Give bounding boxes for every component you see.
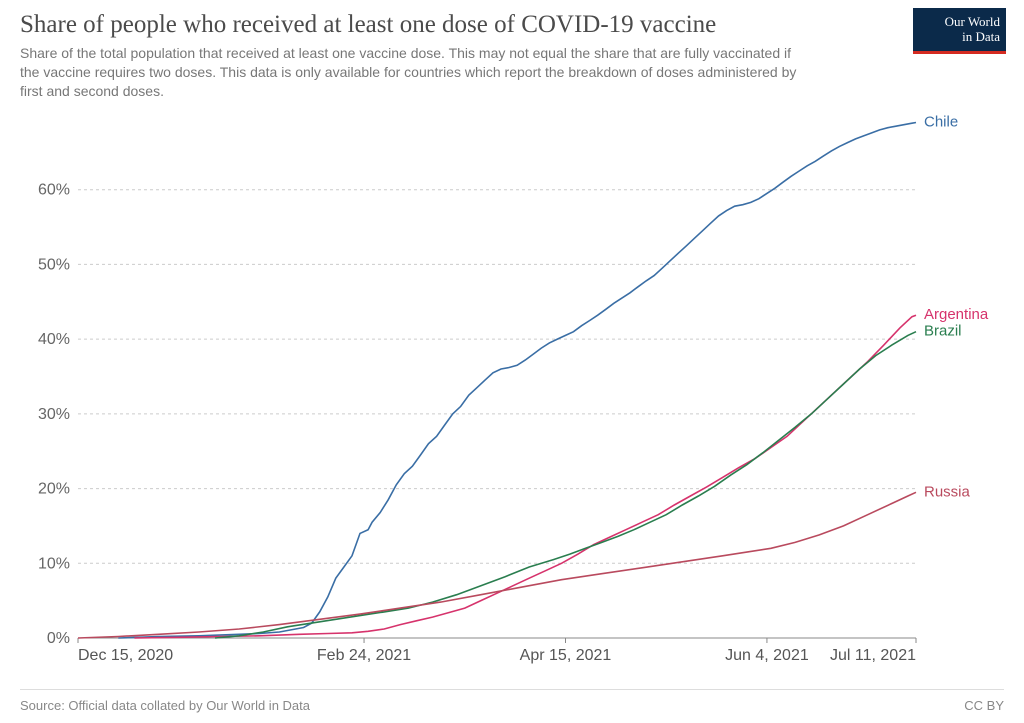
y-tick-label: 60% [38, 182, 70, 199]
owid-logo: Our World in Data [913, 8, 1006, 54]
logo-line-2: in Data [962, 30, 1000, 44]
series-line-russia [78, 492, 916, 638]
y-tick-label: 50% [38, 256, 70, 273]
chart-header: Share of people who received at least on… [0, 0, 1024, 107]
series-label-argentina: Argentina [924, 306, 989, 323]
y-tick-label: 0% [47, 630, 70, 647]
y-tick-label: 20% [38, 481, 70, 498]
line-chart-svg: 0% 10% 20% 30% 40% 50% 60% Dec 15, 2020 Feb 24, … [20, 110, 1006, 668]
chart-area: 0% 10% 20% 30% 40% 50% 60% Dec 15, 2020 Feb 24, … [20, 110, 1006, 668]
chart-footer: Source: Official data collated by Our Wo… [20, 689, 1004, 713]
series-label-chile: Chile [924, 113, 958, 130]
chart-subtitle: Share of the total population that recei… [20, 44, 800, 101]
y-tick-label: 10% [38, 555, 70, 572]
logo-line-1: Our World [945, 15, 1000, 29]
x-tick-label: Jun 4, 2021 [725, 647, 809, 664]
series-line-argentina [134, 315, 916, 638]
series-line-brazil [215, 332, 916, 638]
x-tick-label: Jul 11, 2021 [830, 647, 916, 664]
x-tick-label: Feb 24, 2021 [317, 647, 411, 664]
x-tick-label: Apr 15, 2021 [520, 647, 612, 664]
series-label-russia: Russia [924, 483, 971, 500]
series-label-brazil: Brazil [924, 323, 962, 340]
source-text: Source: Official data collated by Our Wo… [20, 698, 310, 713]
license-text: CC BY [964, 698, 1004, 713]
y-tick-label: 30% [38, 406, 70, 423]
y-tick-label: 40% [38, 331, 70, 348]
series-line-chile [118, 123, 916, 639]
x-tick-label: Dec 15, 2020 [78, 647, 173, 664]
chart-title: Share of people who received at least on… [20, 10, 1004, 40]
